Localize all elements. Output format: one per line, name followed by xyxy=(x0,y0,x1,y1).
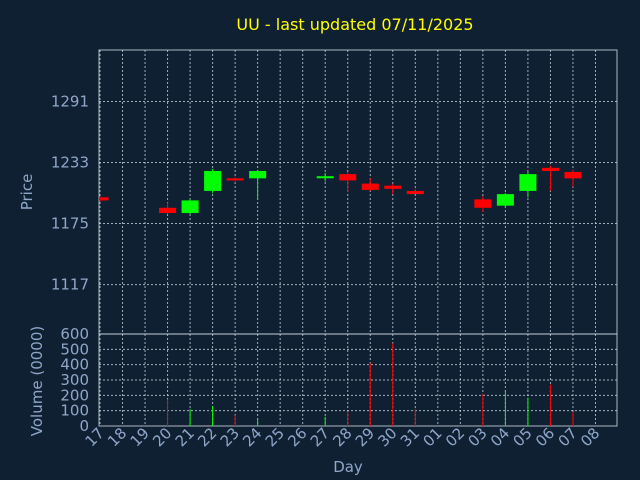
x-axis-label: Day xyxy=(333,458,363,476)
candle-22 xyxy=(204,168,222,194)
candle-body xyxy=(361,183,379,190)
candlestick-series xyxy=(99,165,582,215)
candle-24 xyxy=(249,170,267,200)
price-tick-label: 1175 xyxy=(51,215,89,233)
candle-27 xyxy=(316,173,334,182)
candle-28 xyxy=(339,172,357,192)
volume-tick-label: 300 xyxy=(60,371,89,389)
candle-body xyxy=(541,167,559,171)
price-axis-label: Price xyxy=(18,174,36,211)
candle-30 xyxy=(384,183,402,195)
candle-body xyxy=(316,176,334,179)
x-axis-ticks: 1718192021222324252627282930310102030405… xyxy=(82,424,604,450)
candle-body xyxy=(474,199,492,208)
candle-29 xyxy=(361,178,379,191)
candle-06 xyxy=(541,165,559,191)
candle-body xyxy=(406,190,424,195)
candle-body xyxy=(159,207,177,214)
candle-body xyxy=(204,170,222,191)
candle-body xyxy=(384,185,402,189)
volume-series xyxy=(167,343,574,426)
chart-title: UU - last updated 07/11/2025 xyxy=(236,15,473,34)
candle-body xyxy=(519,174,537,191)
volume-tick-label: 100 xyxy=(60,402,89,420)
candle-07 xyxy=(564,169,582,187)
candle-20 xyxy=(159,202,177,215)
candle-31 xyxy=(406,188,424,195)
candle-17 xyxy=(99,196,109,202)
price-tick-label: 1117 xyxy=(51,276,89,294)
candle-21 xyxy=(181,199,199,215)
volume-tick-label: 600 xyxy=(60,325,89,343)
candle-body xyxy=(339,174,357,181)
candle-body xyxy=(249,170,267,179)
candle-23 xyxy=(226,177,244,182)
price-tick-label: 1291 xyxy=(51,93,89,111)
candle-04 xyxy=(496,193,514,208)
volume-tick-label: 0 xyxy=(79,417,89,435)
candle-body xyxy=(496,194,514,206)
price-tick-label: 1233 xyxy=(51,154,89,172)
candle-body xyxy=(181,200,199,214)
candle-03 xyxy=(474,196,492,212)
volume-tick-label: 500 xyxy=(60,340,89,358)
candle-body xyxy=(226,178,244,181)
volume-tick-label: 400 xyxy=(60,356,89,374)
candle-body xyxy=(99,197,109,201)
candle-05 xyxy=(519,172,537,198)
price-axis-ticks: 1117 1175 1233 1291 xyxy=(51,93,89,294)
volume-axis-label: Volume (0000) xyxy=(28,326,46,436)
candle-body xyxy=(564,172,582,179)
volume-tick-label: 200 xyxy=(60,386,89,404)
volume-panel-frame xyxy=(98,333,618,427)
